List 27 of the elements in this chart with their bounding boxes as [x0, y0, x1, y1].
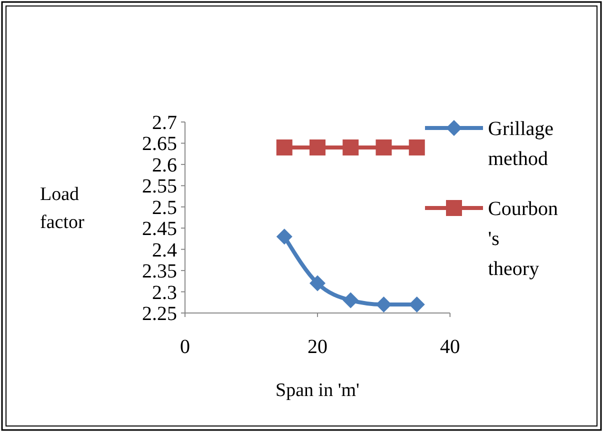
x-tick-label: 40 — [440, 336, 460, 358]
point — [376, 139, 392, 156]
x-tick-label: 20 — [308, 336, 328, 358]
y-tick-label: 2.45 — [142, 218, 177, 240]
y-tick-label: 2.3 — [152, 282, 177, 304]
y-tick-label: 2.55 — [142, 176, 177, 198]
y-tick-label: 2.25 — [142, 303, 177, 325]
point — [342, 139, 359, 156]
y-tick-label: 2.4 — [152, 239, 177, 262]
y-tick-label: 2.65 — [142, 133, 177, 156]
y-tick-label: 2.7 — [152, 112, 177, 134]
point — [310, 139, 326, 156]
point — [310, 275, 326, 292]
point — [408, 296, 425, 313]
point — [376, 296, 392, 313]
y-axis-title: Load factor — [40, 184, 85, 233]
point — [276, 139, 292, 156]
y-tick-label: 2.35 — [142, 260, 177, 283]
y-tick-label: 2.5 — [152, 196, 177, 219]
point — [408, 139, 425, 156]
legend-label: Courbon 's theory — [488, 198, 558, 280]
point — [342, 292, 359, 308]
legend-label: Grillage method — [488, 118, 554, 170]
point — [276, 228, 292, 245]
x-tick-label: 0 — [180, 336, 190, 358]
y-tick-label: 2.6 — [152, 154, 177, 176]
x-axis-title: Span in 'm' — [276, 380, 360, 401]
